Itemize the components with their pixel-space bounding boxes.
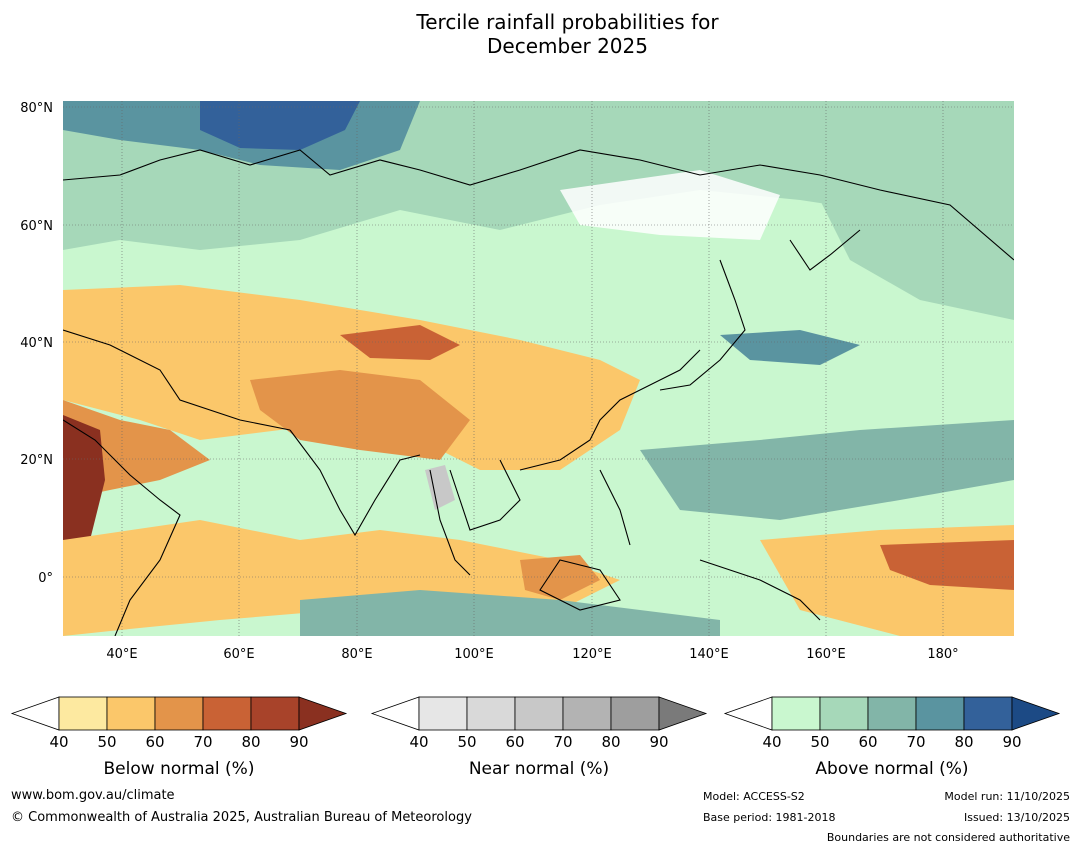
map-title-line2: December 2025 [487,34,648,58]
near-colorbar-tick: 60 [505,733,525,751]
footer-copyright: © Commonwealth of Australia 2025, Austra… [11,810,472,825]
below-colorbar-tick: 40 [49,733,69,751]
below-colorbar-segment [250,696,300,731]
white-region-siberia [560,170,780,240]
near-colorbar-max-extend [658,696,708,731]
below-region-red-sea [63,415,105,560]
above-region-japan-sea [720,330,860,365]
lat-label-80n: 80°N [20,101,53,116]
below-colorbar-segment [58,696,108,731]
below-region-eq-pacific-core [880,540,1014,590]
below-colorbar-tick: 60 [145,733,165,751]
near-region-indochina [425,465,455,510]
lon-label-40e: 40°E [106,647,137,662]
below-colorbar-segment [154,696,204,731]
above-region-bering [820,200,1014,320]
lat-label-40n: 40°N [20,336,53,351]
map-title: Tercile rainfall probabilities for Decem… [0,10,1081,58]
below-colorbar-segment [106,696,156,731]
near-colorbar-segment [418,696,468,731]
above-colorbar-tick: 80 [954,733,974,751]
near-colorbar-tick: 40 [409,733,429,751]
map-title-line1: Tercile rainfall probabilities for [416,10,719,34]
lon-label-60e: 60°E [223,647,254,662]
above-region-south [300,590,720,636]
below-colorbar-label: Below normal (%) [103,759,255,779]
lon-label-160e: 160°E [806,647,846,662]
above-colorbar-tick: 70 [906,733,926,751]
lon-label-180: 180° [927,647,958,662]
lat-label-0: 0° [38,571,53,586]
below-colorbar-tick: 90 [289,733,309,751]
below-colorbar-tick: 70 [193,733,213,751]
above-colorbar-label: Above normal (%) [815,759,969,779]
colorbars [10,696,1061,731]
above-region-barents-core [200,101,360,150]
footer-url: www.bom.gov.au/climate [11,788,175,803]
above-colorbar-segment [819,696,869,731]
above-colorbar-tick: 90 [1002,733,1022,751]
footer-model-run: Model run: 11/10/2025 [944,790,1070,803]
above-region-nw-pacific [640,420,1014,520]
below-region-indian-ocean [63,520,620,636]
above-colorbar-tick: 60 [858,733,878,751]
lon-label-100e: 100°E [454,647,494,662]
lat-label-20n: 20°N [20,453,53,468]
near-colorbar-tick: 70 [553,733,573,751]
near-colorbar-tick: 50 [457,733,477,751]
footer-base-period: Base period: 1981-2018 [703,811,836,824]
near-colorbar-tick: 90 [649,733,669,751]
lon-label-80e: 80°E [341,647,372,662]
near-colorbar-segment [610,696,660,731]
map-area [63,101,1014,636]
below-colorbar-segment [202,696,252,731]
above-colorbar-segment [915,696,965,731]
near-colorbar-segment [466,696,516,731]
above-colorbar-tick: 50 [810,733,830,751]
near-colorbar-label: Near normal (%) [468,759,610,779]
lat-label-60n: 60°N [20,219,53,234]
coastlines [63,149,1014,636]
above-colorbar-max-extend [1011,696,1061,731]
near-colorbar-min-extend [370,696,420,731]
below-colorbar-min-extend [10,696,60,731]
lon-label-140e: 140°E [689,647,729,662]
below-colorbar-max-extend [298,696,348,731]
below-region-tibet [340,325,460,360]
near-colorbar-segment [514,696,564,731]
below-colorbar-tick: 80 [241,733,261,751]
below-region-central-asia-core [250,370,470,460]
footer-issued: Issued: 13/10/2025 [963,811,1070,824]
footer-model: Model: ACCESS-S2 [703,790,805,803]
above-colorbar-segment [771,696,821,731]
above-colorbar-segment [963,696,1013,731]
above-colorbar-min-extend [723,696,773,731]
below-region-borneo [520,555,600,600]
near-colorbar-segment [562,696,612,731]
above-colorbar-tick: 40 [762,733,782,751]
above-colorbar-segment [867,696,917,731]
near-colorbar-tick: 80 [601,733,621,751]
below-colorbar-tick: 50 [97,733,117,751]
footer-disclaimer: Boundaries are not considered authoritat… [826,831,1070,844]
lon-label-120e: 120°E [572,647,612,662]
